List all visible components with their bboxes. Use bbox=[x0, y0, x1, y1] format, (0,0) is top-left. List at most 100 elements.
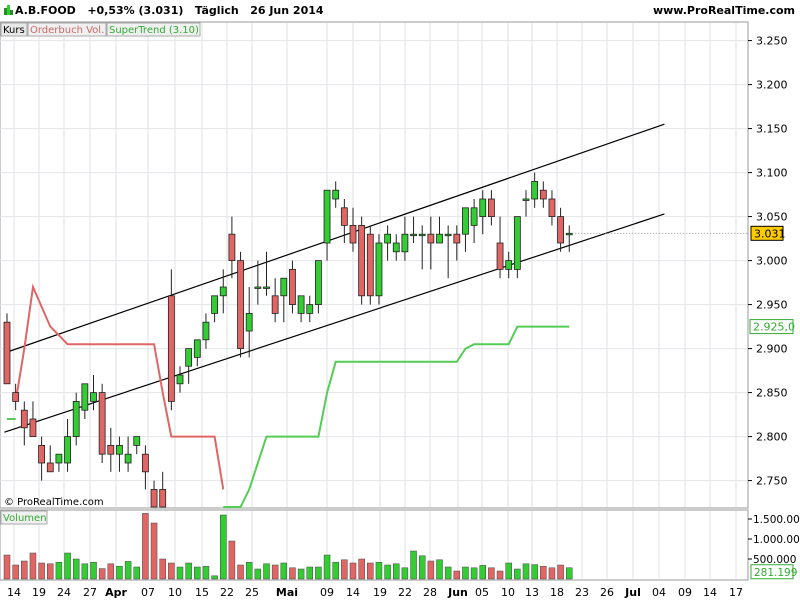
legend-volumen[interactable]: Volumen bbox=[3, 513, 47, 524]
candle bbox=[116, 436, 123, 472]
legend-volumen-box bbox=[0, 510, 48, 525]
candle-body-up bbox=[392, 242, 400, 253]
candle bbox=[55, 453, 63, 472]
candle-body-down bbox=[358, 224, 366, 297]
candle bbox=[513, 216, 521, 279]
x-tick-label: 10 bbox=[501, 586, 515, 599]
x-tick-label: 22 bbox=[220, 586, 234, 599]
candle-body-up bbox=[176, 374, 184, 385]
candle bbox=[159, 471, 167, 508]
y-tick-label: 3.100 bbox=[756, 167, 788, 180]
y-tick-label: 3.150 bbox=[756, 123, 788, 136]
x-tick-label: 09 bbox=[678, 586, 692, 599]
volume-bar bbox=[479, 565, 486, 580]
candle bbox=[72, 392, 80, 446]
period-label: Täglich bbox=[194, 4, 239, 17]
candle-body-down bbox=[228, 233, 236, 261]
supertrend-value-label: 2.925,0 bbox=[753, 321, 795, 334]
volume-bar bbox=[323, 554, 331, 580]
candle bbox=[289, 260, 296, 314]
volume-bar bbox=[254, 568, 262, 580]
candle bbox=[150, 480, 158, 508]
website-label[interactable]: www.ProRealTime.com bbox=[652, 4, 795, 17]
candle bbox=[349, 207, 357, 252]
volume-bar bbox=[159, 558, 166, 580]
candle-body-down bbox=[98, 392, 106, 455]
candle bbox=[46, 445, 54, 473]
volume-bar bbox=[107, 563, 115, 580]
candle bbox=[539, 181, 547, 208]
symbol-icon bbox=[4, 4, 13, 15]
candle bbox=[323, 189, 331, 261]
volume-bar bbox=[505, 562, 512, 580]
candle bbox=[167, 269, 175, 411]
candle-body-up bbox=[462, 207, 469, 235]
candle bbox=[133, 436, 141, 455]
y-tick-label: 2.900 bbox=[756, 343, 788, 356]
candle bbox=[81, 383, 89, 419]
volume-bar bbox=[367, 562, 374, 580]
volume-bar bbox=[194, 566, 201, 580]
volume-bar bbox=[12, 564, 19, 580]
volume-bar bbox=[393, 563, 400, 580]
x-tick-label: 26 bbox=[600, 586, 614, 599]
candle-body-up bbox=[470, 207, 478, 226]
volume-bar bbox=[29, 552, 37, 580]
watermark: © ProRealTime.com bbox=[4, 497, 104, 508]
volume-bar bbox=[211, 575, 218, 580]
candle-body-down bbox=[539, 189, 547, 200]
channel-upper-line bbox=[4, 123, 665, 354]
x-tick-label: 14 bbox=[703, 586, 717, 599]
candle-body-up bbox=[124, 453, 132, 464]
candle bbox=[384, 225, 392, 261]
candle bbox=[297, 295, 305, 323]
candle bbox=[280, 277, 288, 323]
volume-bar bbox=[418, 555, 426, 580]
legend-orderbuch[interactable]: Orderbuch Vol. bbox=[30, 25, 104, 36]
candle bbox=[548, 190, 556, 226]
volume-bar bbox=[384, 564, 391, 580]
volume-bar bbox=[401, 567, 409, 580]
candle-body-up bbox=[72, 400, 80, 437]
candle-body-up bbox=[280, 277, 288, 297]
volume-bar bbox=[116, 565, 123, 580]
volume-bar bbox=[245, 561, 253, 580]
candle bbox=[12, 383, 20, 411]
candle-body-up bbox=[444, 233, 452, 237]
volume-bar bbox=[297, 568, 305, 580]
legend-kurs[interactable]: Kurs bbox=[3, 25, 25, 36]
x-tick-label: 19 bbox=[32, 586, 46, 599]
candle bbox=[237, 251, 244, 358]
candle bbox=[496, 216, 504, 279]
candle bbox=[271, 278, 279, 323]
x-tick-label: 09 bbox=[320, 586, 334, 599]
x-tick-label: 23 bbox=[575, 586, 589, 599]
volume-bar bbox=[349, 562, 357, 580]
candle bbox=[505, 251, 513, 279]
volume-bar bbox=[185, 562, 192, 580]
volume-bar bbox=[548, 567, 556, 580]
supertrend-down-segment bbox=[14, 283, 225, 490]
candle-body-up bbox=[64, 436, 71, 464]
volume-bar bbox=[522, 563, 530, 580]
volume-bar bbox=[332, 561, 339, 580]
candle-body-down bbox=[46, 462, 54, 473]
volume-bar bbox=[514, 568, 521, 580]
volume-bar bbox=[271, 564, 279, 580]
legend-supertrend[interactable]: SuperTrend (3.10) bbox=[109, 25, 199, 36]
candle-body-down bbox=[453, 233, 461, 244]
candle-body-up bbox=[565, 232, 573, 236]
candle bbox=[531, 172, 539, 208]
candle-body-up bbox=[219, 286, 227, 297]
y-tick-label: 2.750 bbox=[756, 475, 788, 488]
candle-body-up bbox=[202, 321, 210, 341]
candle bbox=[479, 190, 487, 235]
candle-body-down bbox=[3, 321, 11, 385]
candle-body-up bbox=[436, 233, 443, 244]
volume-bar bbox=[220, 514, 227, 580]
candle bbox=[202, 313, 210, 349]
candle-body-up bbox=[193, 339, 201, 358]
x-tick-label: 18 bbox=[550, 586, 564, 599]
candle-body-down bbox=[427, 233, 435, 244]
